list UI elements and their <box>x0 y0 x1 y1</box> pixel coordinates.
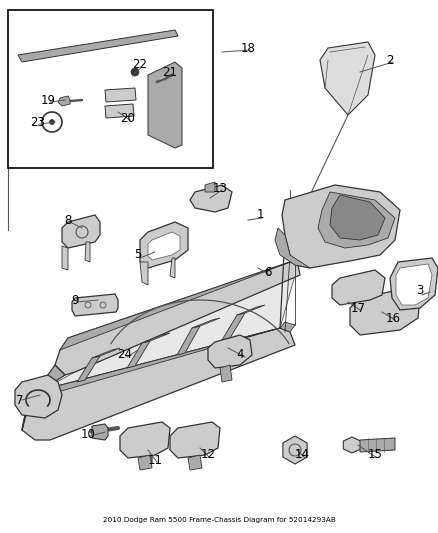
Polygon shape <box>55 262 300 375</box>
Text: 16: 16 <box>385 311 400 325</box>
Text: 21: 21 <box>162 66 177 78</box>
Polygon shape <box>60 258 302 350</box>
Polygon shape <box>220 365 232 382</box>
Polygon shape <box>222 313 245 340</box>
Text: 17: 17 <box>350 302 365 314</box>
Polygon shape <box>92 348 120 358</box>
Text: 24: 24 <box>117 349 133 361</box>
Polygon shape <box>105 88 136 102</box>
Text: 3: 3 <box>416 284 424 296</box>
Polygon shape <box>140 262 148 285</box>
Polygon shape <box>142 333 170 343</box>
Circle shape <box>49 119 54 125</box>
Polygon shape <box>15 375 62 418</box>
Polygon shape <box>138 455 152 470</box>
Polygon shape <box>62 246 68 270</box>
Text: 22: 22 <box>133 59 148 71</box>
Polygon shape <box>275 228 310 268</box>
Polygon shape <box>58 96 70 106</box>
Polygon shape <box>192 318 220 328</box>
Text: 2: 2 <box>386 53 394 67</box>
Polygon shape <box>343 437 360 453</box>
Polygon shape <box>120 422 170 458</box>
Polygon shape <box>30 322 295 400</box>
Text: 10: 10 <box>81 429 95 441</box>
Text: 9: 9 <box>71 294 79 306</box>
Polygon shape <box>208 335 252 368</box>
Polygon shape <box>148 62 182 148</box>
Polygon shape <box>330 195 385 240</box>
Text: 23: 23 <box>31 116 46 128</box>
Text: 8: 8 <box>64 214 72 227</box>
Polygon shape <box>18 30 178 62</box>
Text: 11: 11 <box>148 454 162 466</box>
Polygon shape <box>127 341 150 368</box>
Text: 14: 14 <box>294 448 310 462</box>
Text: 15: 15 <box>367 448 382 462</box>
Text: 5: 5 <box>134 248 141 262</box>
Text: 1: 1 <box>256 208 264 222</box>
Polygon shape <box>42 265 298 390</box>
Polygon shape <box>177 326 200 355</box>
Circle shape <box>131 68 139 76</box>
Polygon shape <box>188 455 202 470</box>
Bar <box>8 10 213 168</box>
Polygon shape <box>72 294 118 316</box>
Polygon shape <box>237 305 265 315</box>
Polygon shape <box>140 222 188 268</box>
Text: 18: 18 <box>240 42 255 54</box>
Polygon shape <box>85 242 90 262</box>
Polygon shape <box>205 182 215 192</box>
Polygon shape <box>320 42 375 115</box>
Polygon shape <box>390 258 438 310</box>
Text: 19: 19 <box>40 93 56 107</box>
Polygon shape <box>105 104 134 118</box>
Polygon shape <box>360 438 395 452</box>
Polygon shape <box>283 436 307 464</box>
Text: 6: 6 <box>264 265 272 279</box>
Text: 2010 Dodge Ram 5500 Frame-Chassis Diagram for 52014293AB: 2010 Dodge Ram 5500 Frame-Chassis Diagra… <box>102 517 336 523</box>
Polygon shape <box>22 365 65 430</box>
Polygon shape <box>282 185 400 268</box>
Text: 20: 20 <box>120 111 135 125</box>
Polygon shape <box>170 258 175 278</box>
Text: 12: 12 <box>201 448 215 462</box>
Polygon shape <box>22 328 295 440</box>
Polygon shape <box>77 356 100 382</box>
Polygon shape <box>62 215 100 248</box>
Polygon shape <box>190 185 232 212</box>
Polygon shape <box>318 192 395 248</box>
Polygon shape <box>350 288 420 335</box>
Text: 4: 4 <box>236 349 244 361</box>
Polygon shape <box>396 264 432 305</box>
Polygon shape <box>170 422 220 458</box>
Polygon shape <box>332 270 385 305</box>
Text: 7: 7 <box>16 393 24 407</box>
Text: 13: 13 <box>212 182 227 195</box>
Polygon shape <box>92 424 108 440</box>
Polygon shape <box>148 232 180 260</box>
